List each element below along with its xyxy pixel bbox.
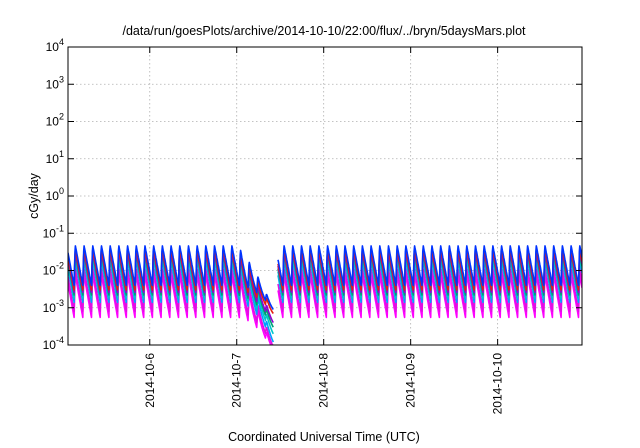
x-tick-label-1: 2014-10-7 [230,353,244,408]
x-tick-label-0: 2014-10-6 [143,353,157,408]
y-tick-label-4: 100 [46,186,64,203]
y-tick-label-3: 10-1 [43,223,64,240]
x-tick-label-4: 2014-10-10 [491,353,505,415]
y-tick-label-7: 103 [46,74,64,91]
x-tick-label-3: 2014-10-9 [404,353,418,408]
chart-title: /data/run/goesPlots/archive/2014-10-10/2… [122,24,526,38]
series-line-7 [68,245,582,310]
y-tick-label-5: 101 [46,149,64,166]
x-axis-label: Coordinated Universal Time (UTC) [228,430,420,444]
y-tick-label-8: 104 [46,37,64,54]
y-tick-label-2: 10-2 [43,261,64,278]
series-layer [68,245,582,345]
tick-layer [68,46,582,346]
y-tick-label-0: 10-4 [43,335,64,352]
y-tick-label-6: 102 [46,112,64,129]
x-tick-label-2: 2014-10-8 [317,353,331,408]
label-layer: 2014-10-6 2014-10-7 2014-10-8 2014-10-9 2014… [43,37,505,414]
y-tick-label-1: 10-3 [43,298,64,315]
y-axis-label: cGy/day [27,172,41,219]
